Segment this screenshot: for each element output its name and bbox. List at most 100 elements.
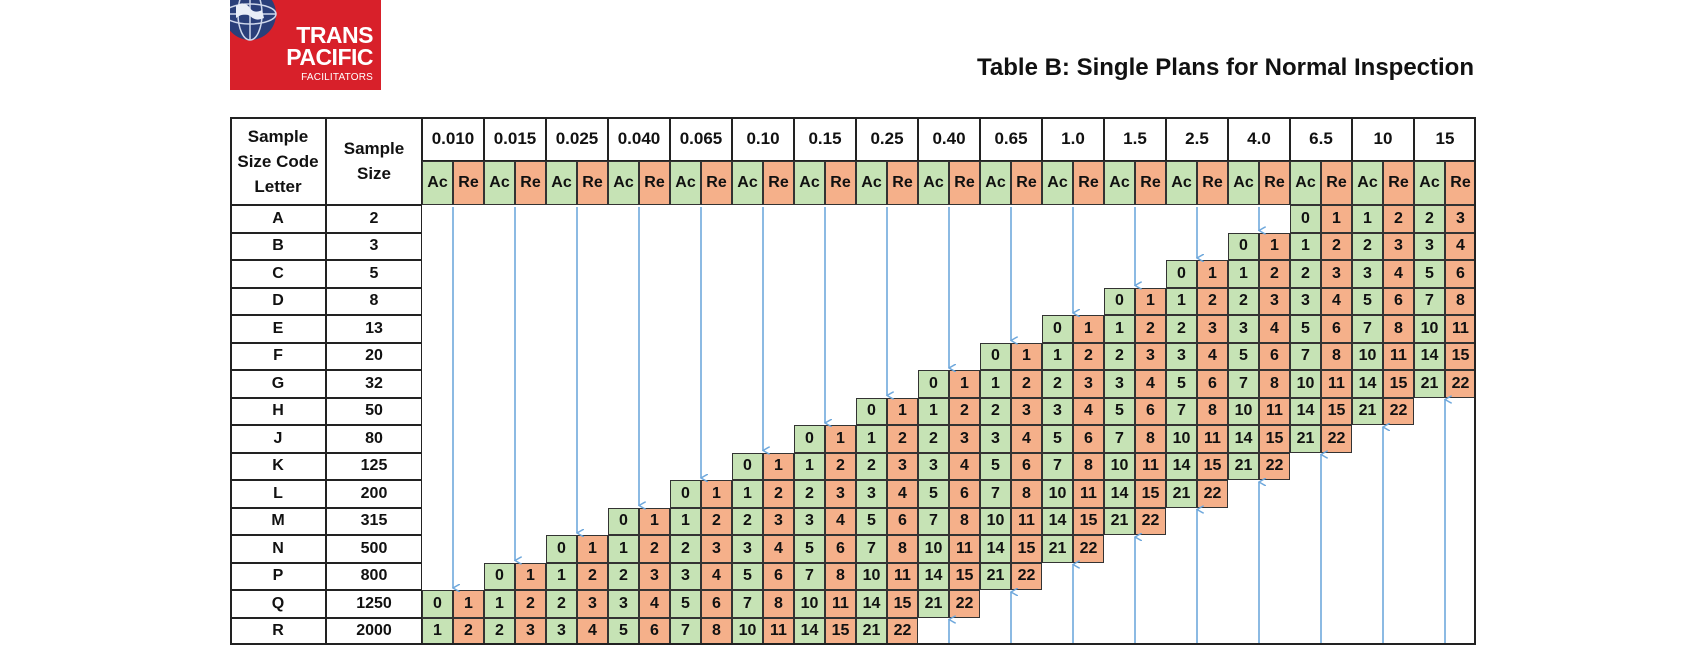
re-value: 3 [1321,260,1352,288]
re-value: 4 [577,617,608,645]
ac-value: 3 [1352,260,1383,288]
header-code-letter: Sample Size Code Letter [230,117,326,205]
ac-value: 1 [794,452,825,480]
header-size-line: Sample [343,139,405,158]
aql-header: 0.65 [980,117,1042,161]
code-letter: R [230,617,326,645]
sample-size: 5 [326,260,422,288]
ac-value: 2 [546,590,577,618]
code-letter: E [230,315,326,343]
re-value: 11 [825,590,856,618]
ac-value: 21 [1166,480,1197,508]
ac-value: 2 [608,562,639,590]
ac-value: 1 [1042,342,1073,370]
ac-value: 7 [1352,315,1383,343]
ac-value: 5 [670,590,701,618]
re-value: 6 [1197,370,1228,398]
sample-size: 13 [326,315,422,343]
sample-size: 3 [326,232,422,260]
sample-size: 800 [326,562,422,590]
code-letter: K [230,452,326,480]
ac-header: Ac [1414,161,1445,205]
ac-value: 14 [1166,452,1197,480]
ac-value: 21 [1352,397,1383,425]
sample-size: 8 [326,287,422,315]
ac-value: 2 [980,397,1011,425]
ac-value: 0 [732,452,763,480]
ac-value: 14 [1042,507,1073,535]
re-value: 3 [1073,370,1104,398]
re-value: 1 [577,535,608,563]
sample-size: 32 [326,370,422,398]
ac-value: 10 [1042,480,1073,508]
ac-value: 21 [1228,452,1259,480]
ac-header: Ac [484,161,515,205]
ac-value: 2 [1104,342,1135,370]
code-letter: P [230,562,326,590]
re-value: 8 [887,535,918,563]
re-value: 22 [1259,452,1290,480]
re-value: 4 [701,562,732,590]
re-value: 1 [1321,205,1352,233]
ac-value: 3 [794,507,825,535]
ac-value: 14 [1104,480,1135,508]
code-letter: B [230,232,326,260]
ac-value: 0 [608,507,639,535]
header-code-line: Sample [247,126,309,146]
re-value: 8 [1073,452,1104,480]
ac-value: 2 [732,507,763,535]
re-value: 22 [949,590,980,618]
ac-value: 0 [918,370,949,398]
ac-value: 5 [732,562,763,590]
aql-header: 1.5 [1104,117,1166,161]
re-value: 22 [1011,562,1042,590]
re-value: 4 [1135,370,1166,398]
re-value: 11 [1135,452,1166,480]
ac-value: 0 [1228,232,1259,260]
ac-value: 3 [1104,370,1135,398]
re-value: 15 [1383,370,1414,398]
re-value: 2 [1011,370,1042,398]
ac-header: Ac [1104,161,1135,205]
sample-size: 50 [326,397,422,425]
sample-size: 20 [326,342,422,370]
ac-value: 5 [1352,287,1383,315]
ac-header: Ac [608,161,639,205]
re-value: 2 [887,425,918,453]
ac-value: 7 [980,480,1011,508]
ac-value: 0 [794,425,825,453]
sample-size: 500 [326,535,422,563]
globe-icon [230,0,277,41]
re-header: Re [577,161,608,205]
ac-value: 2 [1166,315,1197,343]
sample-size: 2 [326,205,422,233]
re-value: 15 [887,590,918,618]
ac-value: 1 [732,480,763,508]
ac-value: 21 [1290,425,1321,453]
re-value: 4 [1011,425,1042,453]
header-sample-size: Sample Size [326,117,422,205]
ac-value: 0 [484,562,515,590]
re-value: 6 [949,480,980,508]
re-value: 15 [825,617,856,645]
code-letter: G [230,370,326,398]
re-value: 11 [887,562,918,590]
re-header: Re [825,161,856,205]
ac-value: 3 [732,535,763,563]
ac-value: 14 [1414,342,1445,370]
ac-value: 1 [1228,260,1259,288]
ac-value: 21 [1414,370,1445,398]
re-value: 4 [1383,260,1414,288]
re-value: 11 [1259,397,1290,425]
re-value: 1 [825,425,856,453]
re-value: 8 [949,507,980,535]
logo-line-1: TRANS [296,22,373,48]
ac-header: Ac [1352,161,1383,205]
aql-header: 10 [1352,117,1414,161]
re-value: 3 [1011,397,1042,425]
re-value: 2 [763,480,794,508]
re-value: 3 [639,562,670,590]
re-value: 2 [453,617,484,645]
re-value: 8 [1259,370,1290,398]
ac-value: 14 [794,617,825,645]
